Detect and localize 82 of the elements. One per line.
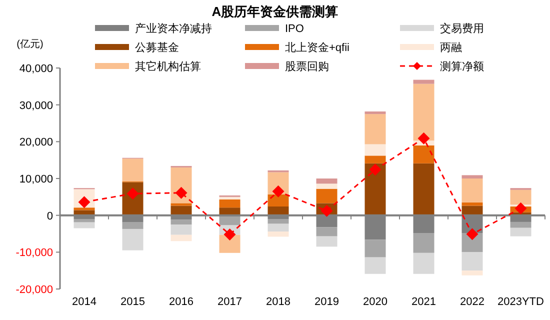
bar (462, 202, 483, 206)
bar (462, 175, 483, 178)
point (369, 164, 382, 176)
bar (364, 114, 386, 144)
bar (219, 196, 240, 200)
bar (413, 252, 434, 274)
bar (268, 232, 289, 237)
bar (122, 222, 144, 229)
bar (170, 220, 192, 225)
bar (462, 178, 483, 202)
bar (170, 203, 192, 206)
y-tick-label: 20,000 (19, 136, 53, 149)
y-tick-label: -10,000 (16, 247, 53, 260)
chart-title: A股历年资金供需测算 (212, 4, 338, 19)
bar (122, 158, 144, 182)
bar (268, 206, 289, 216)
bar (316, 184, 338, 189)
bar (170, 224, 192, 235)
legend-label: 其它机构估算 (135, 60, 201, 73)
legend-label: 北上资金+qfii (285, 41, 350, 54)
legend-label: IPO (285, 23, 304, 35)
legend-label: 交易费用 (440, 22, 484, 35)
legend-label: 产业资本净减持 (135, 22, 212, 35)
bar (316, 188, 338, 204)
bar (510, 222, 532, 228)
y-tick-label: 10,000 (19, 174, 53, 186)
bar (316, 236, 338, 247)
y-tick-label: 0 (46, 210, 53, 222)
x-tick-label: 2023YTD (498, 296, 544, 308)
y-axis-title: (亿元) (16, 39, 44, 50)
y-tick-label: 30,000 (19, 100, 53, 112)
x-tick-label: 2017 (218, 296, 242, 308)
x-tick-label: 2014 (72, 296, 96, 308)
bar (122, 228, 144, 250)
bar (219, 208, 240, 216)
bar (510, 190, 532, 205)
bar (413, 84, 434, 141)
bar (462, 252, 483, 271)
x-tick-label: 2018 (266, 296, 290, 308)
bar (219, 234, 240, 253)
legend-label: 测算净额 (440, 60, 484, 73)
bar (74, 222, 95, 228)
point (272, 185, 284, 198)
point (320, 204, 333, 217)
bar (413, 80, 434, 84)
bar (364, 156, 386, 164)
x-tick-label: 2020 (363, 296, 388, 308)
bar (74, 208, 95, 210)
bar (316, 178, 338, 184)
legend-label: 两融 (440, 42, 462, 54)
x-tick-label: 2019 (314, 296, 339, 308)
bar (462, 270, 483, 276)
bar (413, 145, 434, 164)
legend-label: 股票回购 (285, 61, 329, 73)
bar (268, 224, 289, 232)
bar (364, 257, 386, 274)
legend-label: 公募基金 (135, 41, 179, 54)
x-tick-label: 2021 (412, 296, 436, 308)
bar (364, 144, 386, 156)
bar (74, 219, 95, 222)
bar (219, 199, 240, 208)
bar (219, 216, 240, 226)
bar (316, 227, 338, 236)
bar (364, 240, 386, 258)
bar (364, 111, 386, 114)
x-tick-label: 2022 (460, 296, 484, 308)
point (175, 186, 188, 199)
bar (413, 163, 434, 216)
point (514, 202, 527, 214)
point (418, 132, 430, 144)
x-tick-label: 2015 (120, 296, 145, 308)
bar (364, 163, 386, 216)
y-tick-label: -20,000 (16, 284, 53, 296)
point (466, 228, 478, 240)
bar (510, 228, 532, 236)
y-tick-label: 40,000 (19, 63, 53, 75)
bar (170, 234, 192, 242)
x-tick-label: 2016 (169, 296, 194, 308)
point (224, 228, 236, 240)
bar (268, 194, 289, 206)
bar (413, 233, 434, 253)
bar (268, 219, 289, 224)
